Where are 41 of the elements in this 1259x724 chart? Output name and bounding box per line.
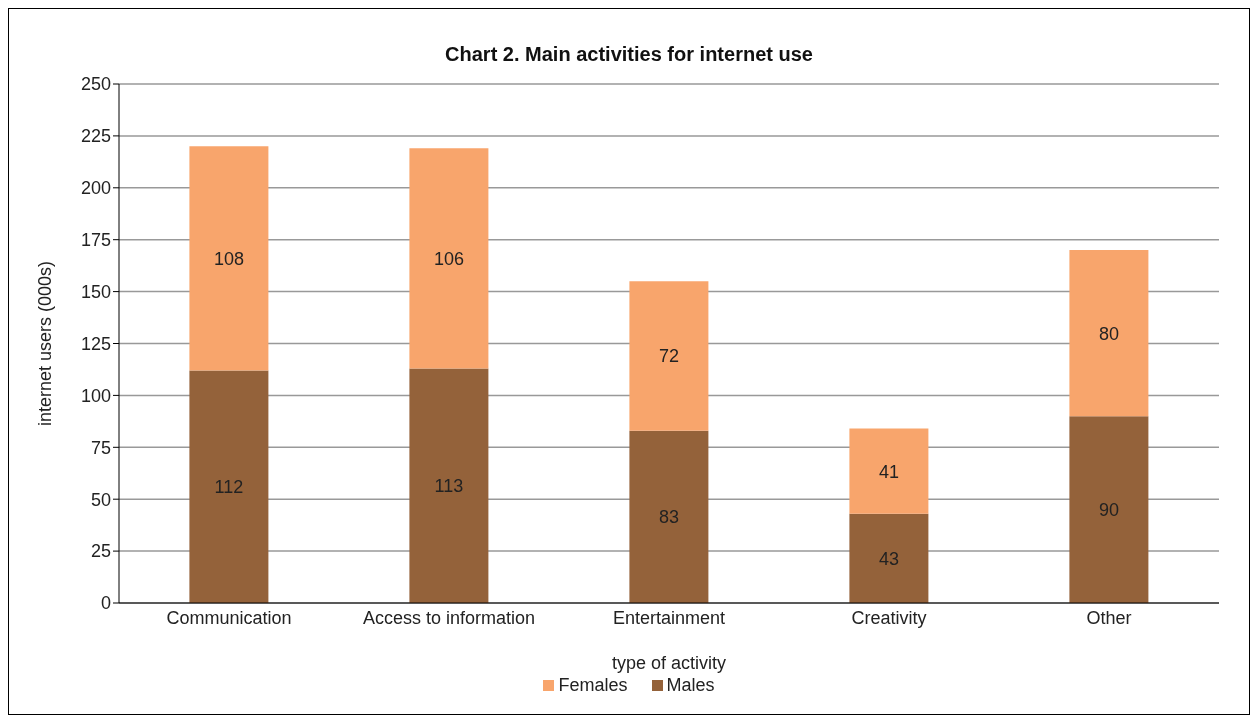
y-tick-label: 125 <box>80 333 111 354</box>
bar <box>189 370 269 603</box>
x-axis-title: type of activity <box>611 653 727 673</box>
bar <box>409 368 489 603</box>
y-tick-label: 250 <box>80 74 111 95</box>
data-label: 112 <box>214 477 244 498</box>
bar <box>409 148 489 369</box>
data-label: 113 <box>434 476 464 497</box>
y-tick-label: 0 <box>100 593 111 614</box>
y-axis-title: internet users (000s) <box>35 260 56 427</box>
data-label: 72 <box>658 346 679 367</box>
y-tick-label: 225 <box>80 126 111 147</box>
y-tick-label: 50 <box>90 489 111 510</box>
bar <box>629 430 709 603</box>
x-tick-label: Access to information <box>362 607 536 628</box>
legend-label: Males <box>665 675 715 696</box>
x-tick-label: Communication <box>166 607 292 628</box>
legend-label: Females <box>557 675 628 696</box>
chart-title: Chart 2. Main activities for internet use <box>444 43 814 66</box>
data-label: 90 <box>1098 499 1119 520</box>
y-tick-label: 100 <box>80 385 111 406</box>
bar <box>1069 250 1149 417</box>
y-tick-label: 175 <box>80 230 111 251</box>
y-tick-label: 200 <box>80 178 111 199</box>
y-tick-label: 150 <box>80 281 111 302</box>
x-tick-label: Entertainment <box>612 607 726 628</box>
data-label: 108 <box>213 248 244 269</box>
data-label: 80 <box>1098 323 1119 344</box>
data-label: 106 <box>433 248 464 269</box>
y-tick-label: 75 <box>90 437 111 458</box>
y-tick-label: 25 <box>90 541 111 562</box>
bar <box>1069 416 1149 603</box>
data-label: 83 <box>658 507 679 528</box>
data-label: 43 <box>878 548 899 569</box>
data-label: 41 <box>878 461 899 482</box>
bar <box>849 428 929 514</box>
x-tick-label: Creativity <box>851 607 927 628</box>
x-tick-label: Other <box>1086 607 1132 628</box>
bar <box>189 146 269 371</box>
bar <box>849 513 929 603</box>
bar <box>629 281 709 431</box>
